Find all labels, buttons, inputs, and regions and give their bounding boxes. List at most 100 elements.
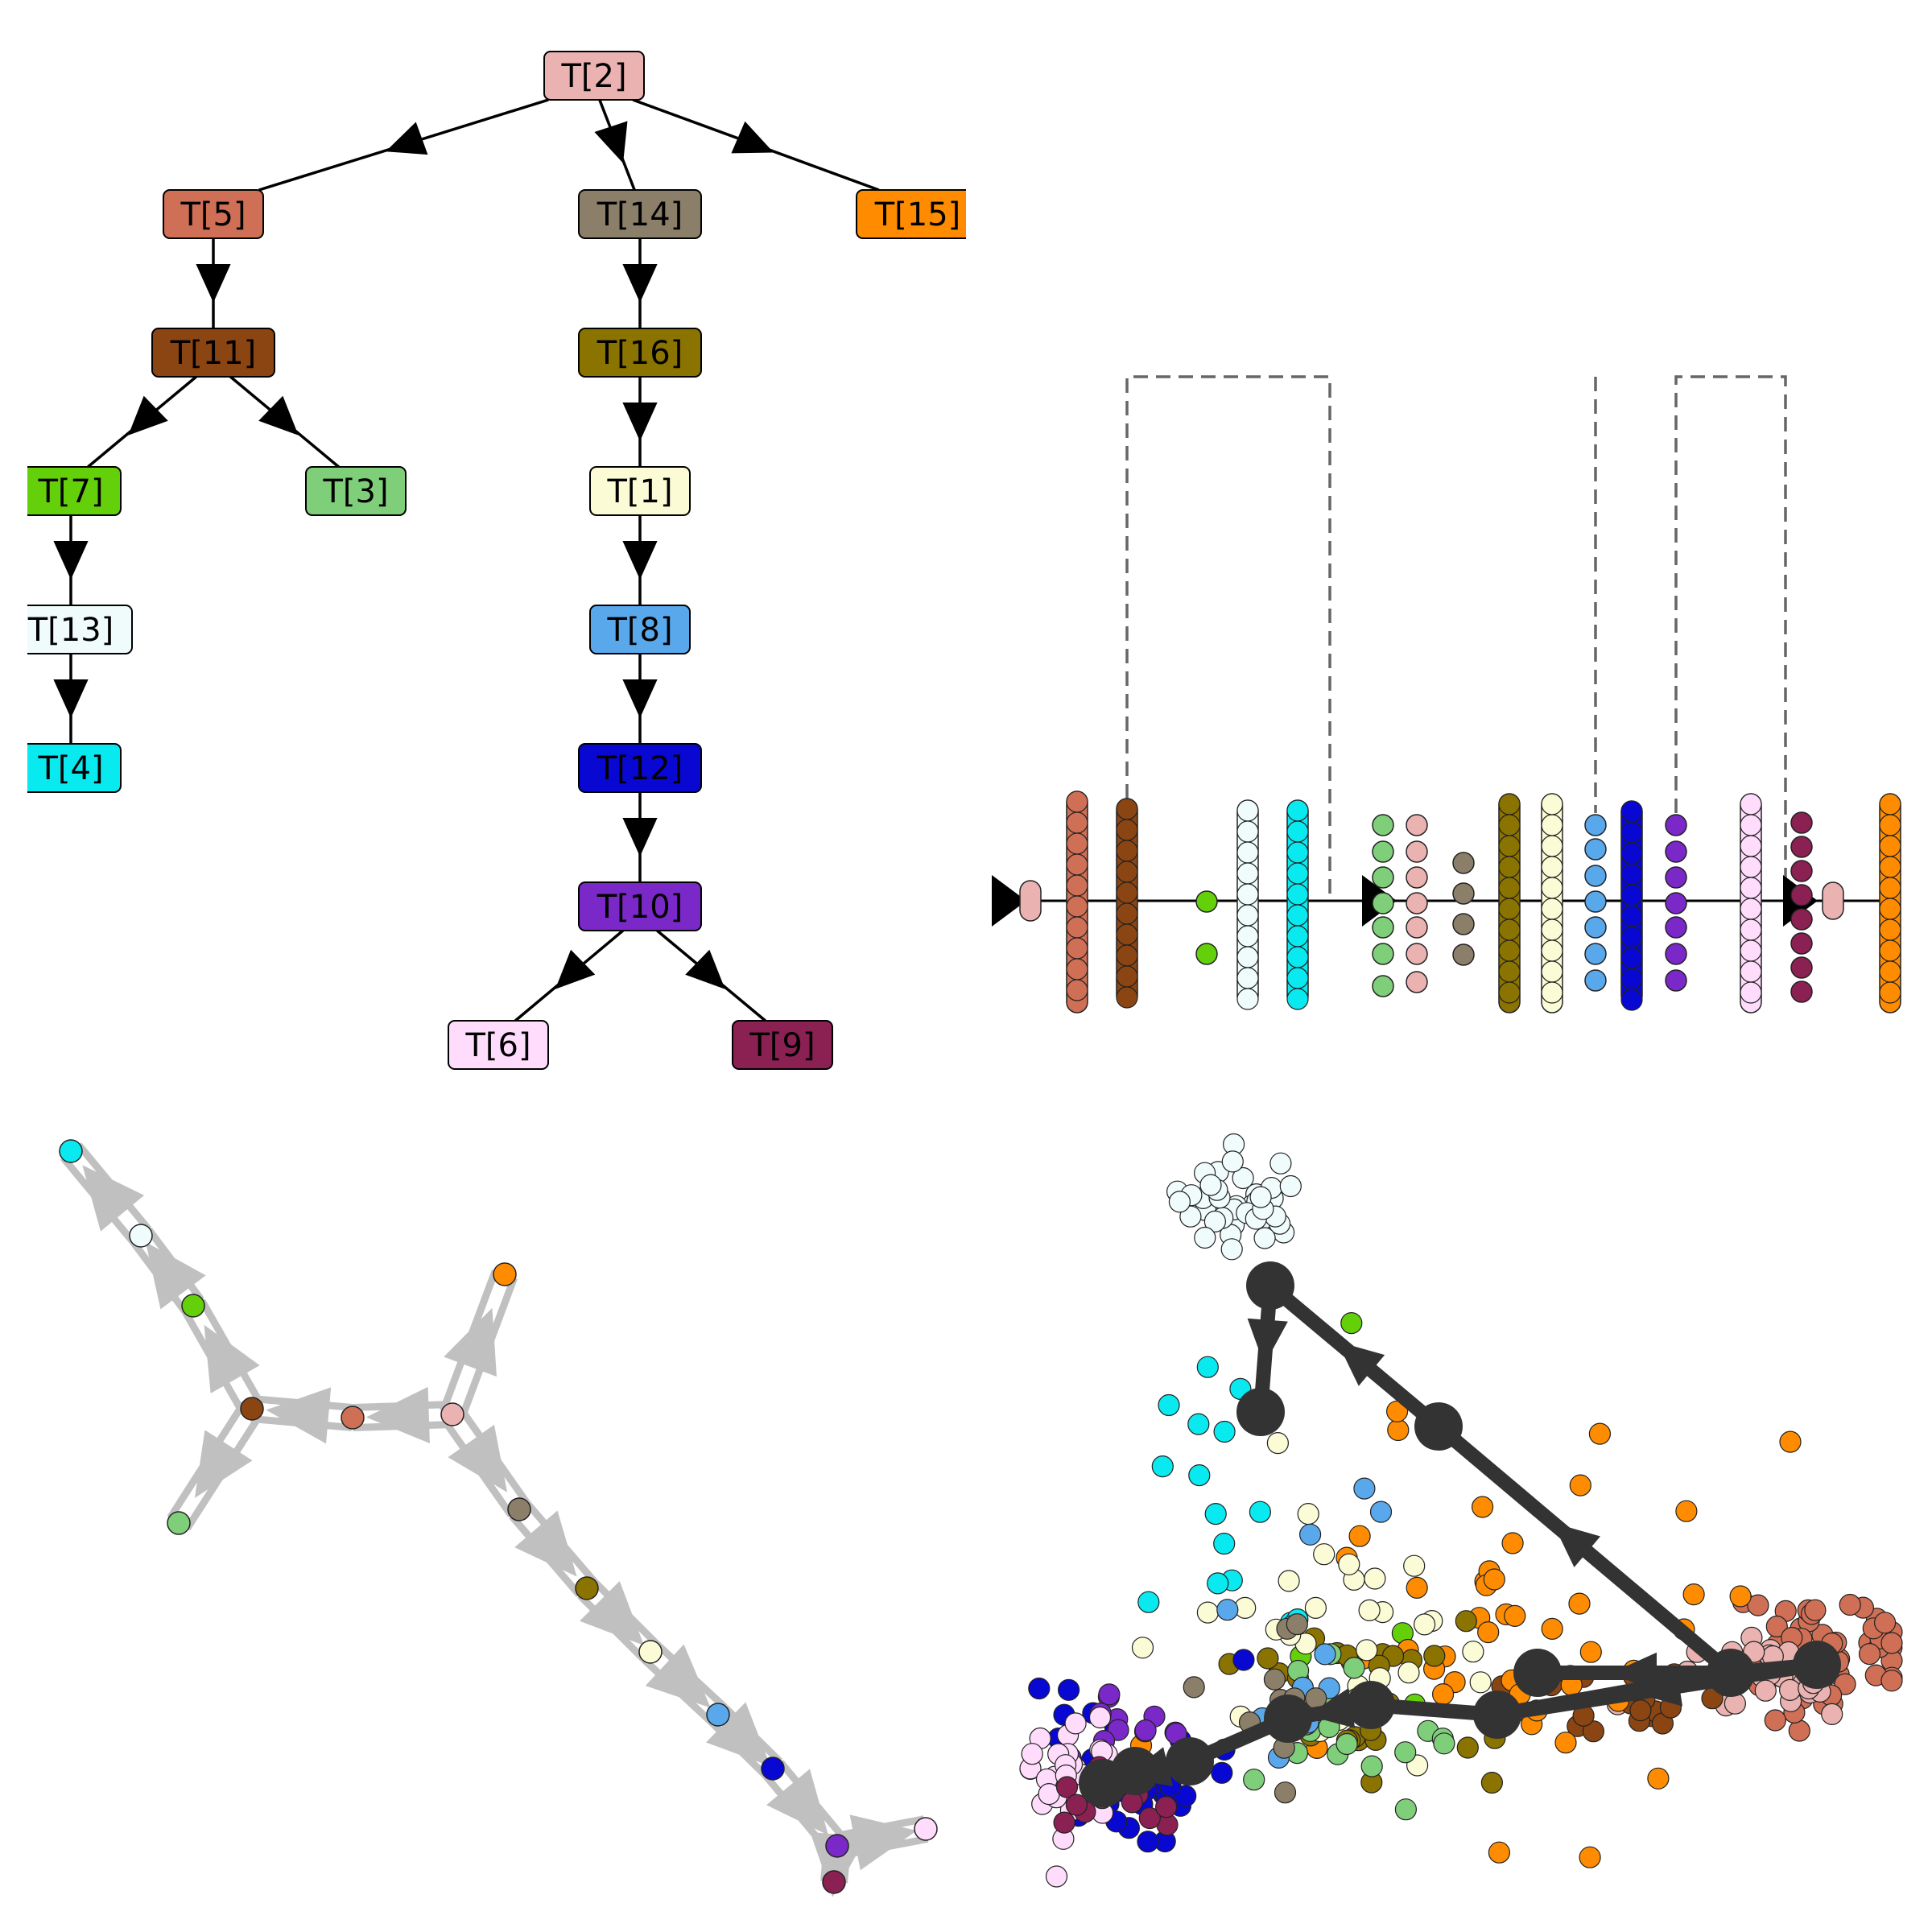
embedding-cell-point [1263,1668,1286,1690]
embedding-cell-point [1764,1709,1786,1732]
linear-cell-dot [1116,965,1138,988]
embedding-cell-point [1433,1732,1455,1755]
trajectory-node [507,1497,531,1521]
embedding-cell-point [1779,1430,1802,1453]
linear-cell-dot [1116,819,1138,841]
linear-cluster-pill [1019,880,1042,922]
linear-cell-dot [1116,840,1138,862]
linear-cell-dot [1066,979,1088,1001]
linear-cell-dot [1790,908,1813,931]
embedding-cell-point [1269,1152,1292,1174]
embedding-cell-point [1207,1572,1229,1595]
trajectory-arrow [204,1324,260,1393]
embedding-cell-point [1754,1679,1777,1702]
linear-cell-dot [1452,882,1475,905]
embedding-cell-point [1403,1554,1426,1577]
linear-cell-dot [1620,947,1643,969]
embedding-cell-point [1221,1150,1244,1173]
embedding-cell-point [1406,1576,1428,1600]
linear-cell-dot [1879,814,1901,836]
tree-node-box [578,189,702,239]
embedding-cell-point [1880,1632,1903,1654]
embedding-cell-point [1204,1502,1227,1525]
embedding-cell-point [1055,1776,1079,1798]
linear-cell-dot [1406,866,1428,889]
linear-cell-dot [1790,860,1813,882]
linear-cell-dot [1740,814,1762,836]
tree-arrow [731,121,774,154]
embedding-cell-point [1028,1677,1051,1700]
linear-cell-dot [1372,975,1394,997]
linear-cell-dot [1498,835,1521,857]
embedding-cell-point [1358,1599,1381,1622]
linear-cell-dot [1584,814,1607,836]
dashed-connector [1674,375,1787,901]
tree-node-box [305,466,407,516]
linear-cell-dot [1286,862,1309,885]
tree-node-label: T[8] [606,612,672,649]
embedding-cell-point [1821,1703,1843,1725]
trajectory-node [129,1224,153,1248]
embedding-cell-point [1765,1615,1788,1638]
trajectory-node [181,1294,205,1318]
linear-cell-dot [1740,939,1762,962]
embedding-cell-point [1360,1755,1383,1777]
linear-cell-dot [1584,969,1607,992]
tree-node-label: T[13] [27,612,114,649]
linear-cell-dot [1406,916,1428,939]
linear-cell-dot [1740,898,1762,920]
tree-node-label: T[4] [37,750,103,787]
tree-node-label: T[12] [597,750,683,787]
tree-arrow [622,679,658,718]
embedding-cell-point [1196,1601,1220,1624]
graph-arrow [1634,1666,1683,1707]
tree-arrow [622,541,658,580]
embedding-cell-point [1629,1699,1652,1722]
graph-node [1246,1261,1294,1310]
embedding-cell-point [1174,1785,1197,1807]
trajectory-node [825,1834,849,1858]
graph-node [1414,1402,1463,1451]
linear-cell-dot [1452,943,1475,966]
linear-cell-dot [1541,877,1563,899]
trajectory-arrow [705,1702,771,1767]
trajectory-arrow [645,1644,711,1708]
embedding-cell-point [1138,1806,1161,1830]
trajectory-node [167,1511,191,1535]
embedding-cell-point [1286,1612,1308,1636]
embedding-cell-point [1340,1311,1363,1335]
embedding-cell-point [1314,1643,1336,1666]
tree-node-box [589,466,691,516]
linear-cell-dot [1286,988,1309,1010]
linear-cell-dot [1372,916,1394,939]
graph-node [1166,1737,1214,1785]
tree-arrow [258,395,299,436]
embedding-cell-point [1213,1420,1236,1443]
linear-cell-dot [1116,902,1138,925]
linear-cell-dot [1879,898,1901,920]
linear-cell-dot [1498,877,1521,899]
linear-cell-dot [1236,988,1259,1010]
linear-cell-dot [1879,835,1901,857]
graph-arrow [1247,1318,1288,1365]
embedding-cell-point [1232,1166,1254,1190]
linear-cell-dot [1236,925,1259,947]
tree-node-label: T[14] [597,196,683,233]
linear-cell-dot [1286,820,1309,843]
embedding-cell-point [1343,1657,1365,1679]
graph-node [1236,1388,1285,1436]
embedding-cell-point [1462,1641,1484,1663]
linear-cell-dot [1406,971,1428,993]
embedding-cell-point [1253,1227,1276,1249]
embedding-cell-point [1387,1418,1410,1442]
embedding-cell-point [1137,1591,1160,1613]
linear-cell-dot [1066,791,1088,813]
tree-node-label: T[16] [597,335,683,372]
tree-node-box [163,189,264,239]
linear-cell-dot [1236,799,1259,822]
linear-cell-dot [1406,840,1428,863]
linear-cell-dot [1790,884,1813,906]
embedding-cell-point [1779,1678,1802,1701]
tree-arrow [196,264,231,303]
embedding-scatter-panel [1019,1133,1903,1888]
